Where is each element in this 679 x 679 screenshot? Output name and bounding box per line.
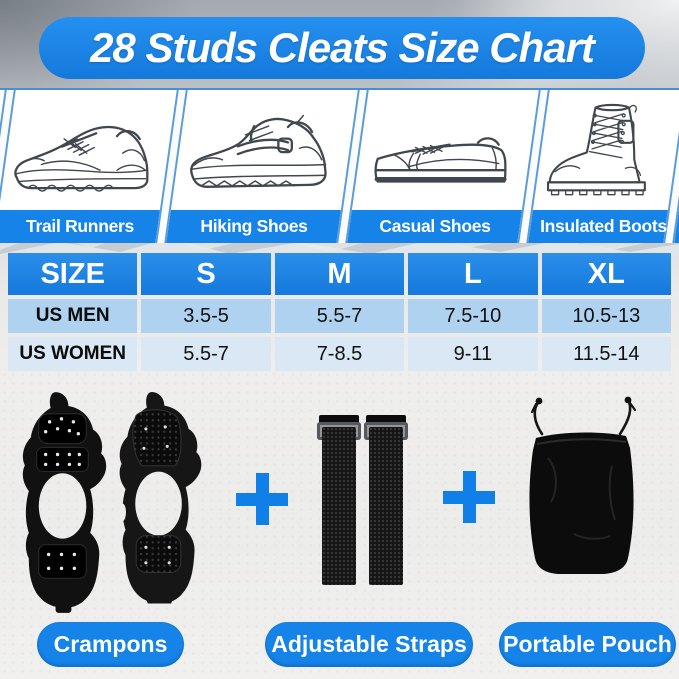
strap-top-bar: [319, 415, 359, 424]
shoe-type-label: Trail Runners: [26, 216, 134, 236]
strap-webbing: [369, 427, 403, 585]
plus-icon: [236, 473, 288, 525]
table-cell: 10.5-13: [541, 299, 671, 333]
trail-runner-shoe-icon: [2, 94, 164, 208]
table-cell: 9-11: [408, 337, 538, 371]
shoe-type-label: Casual Shoes: [379, 216, 491, 236]
portable-pouch-image: [529, 396, 637, 574]
size-chart-table: SIZE S M L XL US MEN 3.5-5 5.5-7 7.5-10 …: [8, 253, 671, 371]
table-header-s: S: [141, 253, 271, 295]
plus-icon: [443, 471, 495, 523]
kit-label-text: Adjustable Straps: [271, 631, 467, 657]
shoe-type-label: Insulated Boots: [540, 216, 667, 236]
table-cell: 5.5-7: [141, 337, 271, 371]
kit-label-crampons: Crampons: [37, 622, 184, 667]
title-banner: 28 Studs Cleats Size Chart: [39, 17, 645, 79]
shoe-compatibility-strip: Trail Runners Hiking Shoes Casual Shoes …: [0, 88, 679, 243]
kit-label-text: Portable Pouch: [503, 631, 672, 657]
table-header-size: SIZE: [8, 253, 138, 295]
kit-label-text: Crampons: [53, 631, 168, 657]
kit-label-portable-pouch: Portable Pouch: [499, 622, 676, 667]
row-label-us-women: US WOMEN: [8, 337, 138, 371]
adjustable-straps-image: [317, 415, 361, 585]
table-cell: 3.5-5: [141, 299, 271, 333]
row-label-us-men: US MEN: [8, 299, 138, 333]
crampons-image: [22, 392, 202, 613]
page-title: 28 Studs Cleats Size Chart: [90, 24, 595, 71]
kit-label-adjustable-straps: Adjustable Straps: [265, 622, 473, 667]
table-cell: 5.5-7: [274, 299, 405, 333]
casual-shoe-icon: [357, 94, 527, 208]
table-header-xl: XL: [541, 253, 671, 295]
strap-top-bar: [366, 415, 406, 424]
table-header-m: M: [274, 253, 405, 295]
table-cell: 7-8.5: [274, 337, 405, 371]
insulated-boot-icon: [538, 94, 676, 208]
hiking-shoe-icon: [176, 94, 346, 208]
shoe-type-label: Hiking Shoes: [200, 216, 308, 236]
table-cell: 11.5-14: [541, 337, 671, 371]
adjustable-straps-image: [364, 415, 408, 585]
table-cell: 7.5-10: [408, 299, 538, 333]
strap-webbing: [322, 427, 356, 585]
table-header-l: L: [408, 253, 538, 295]
